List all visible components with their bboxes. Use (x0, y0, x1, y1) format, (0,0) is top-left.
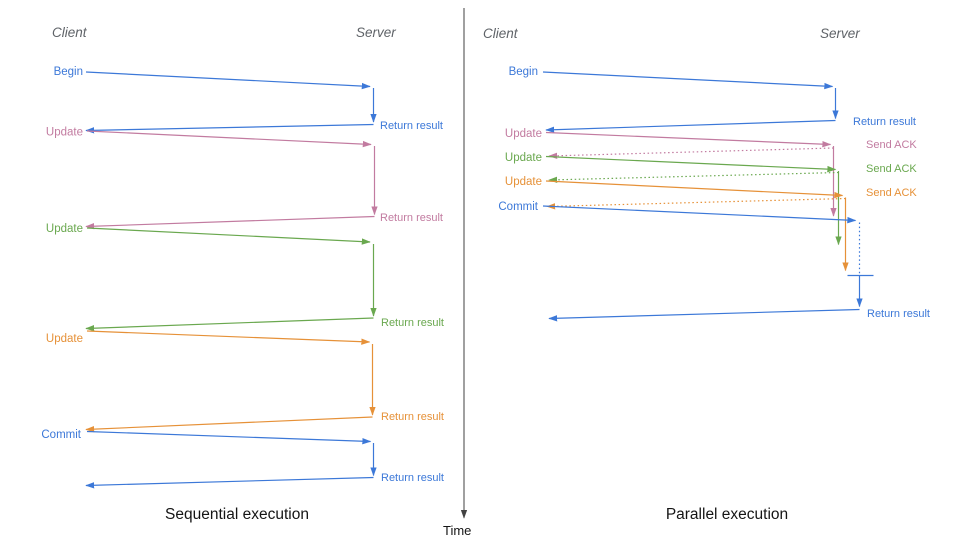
par-update3-label: Update (505, 176, 542, 188)
par-flow-commit: Commit Return result (498, 201, 930, 322)
par-update3-ack-label: Send ACK (866, 187, 917, 199)
sequential-panel: Client Server Begin Return result Update… (41, 25, 444, 523)
par-commit-request-line (542, 205, 857, 224)
par-update3-request-line (545, 180, 844, 199)
par-update1-ack-line (548, 147, 834, 159)
par-update2-ack-label: Send ACK (866, 163, 917, 175)
par-begin-return-line (545, 119, 836, 133)
seq-flow-begin: Begin Return result (54, 66, 443, 134)
seq-update3-return-line (85, 416, 373, 433)
par-flow-update-2: Update Send ACK (505, 152, 917, 246)
seq-update1-response-label: Return result (380, 212, 443, 224)
parallel-caption: Parallel execution (666, 506, 788, 523)
seq-flow-update-1: Update Return result (46, 127, 443, 230)
seq-update2-return-line (85, 317, 374, 332)
par-begin-request-line (542, 71, 834, 90)
par-commit-return-line (548, 308, 860, 322)
par-begin-label: Begin (509, 66, 538, 78)
par-server-label: Server (820, 26, 860, 41)
par-commit-response-label: Return result (867, 308, 930, 320)
time-axis-label: Time (443, 523, 471, 538)
par-update1-label: Update (505, 128, 542, 140)
seq-flow-commit: Commit Return result (41, 429, 444, 489)
time-axis: Time (443, 8, 471, 538)
seq-begin-return-line (85, 123, 374, 134)
seq-update2-request-line (86, 227, 371, 245)
par-client-label: Client (483, 26, 519, 41)
seq-update2-response-label: Return result (381, 317, 444, 329)
par-update2-request-line (545, 155, 837, 173)
par-flow-update-1: Update Send ACK (505, 128, 917, 217)
par-update2-label: Update (505, 152, 542, 164)
par-update2-ack-line (548, 171, 839, 183)
par-update1-request-line (545, 131, 832, 148)
seq-commit-request-line (86, 430, 372, 445)
seq-commit-return-line (85, 476, 374, 489)
seq-begin-response-label: Return result (380, 120, 443, 132)
seq-begin-label: Begin (54, 66, 83, 78)
seq-commit-label: Commit (41, 429, 81, 441)
par-commit-label: Commit (498, 201, 538, 213)
sequential-caption: Sequential execution (165, 506, 309, 523)
seq-server-label: Server (356, 25, 396, 40)
seq-flow-update-3: Update Return result (46, 330, 444, 433)
seq-update3-response-label: Return result (381, 411, 444, 423)
seq-client-label: Client (52, 25, 88, 40)
seq-update3-request-line (86, 330, 371, 345)
seq-update1-request-line (86, 130, 372, 148)
par-flow-begin: Begin Return result (509, 66, 916, 133)
seq-begin-request-line (85, 71, 371, 90)
seq-flow-update-2: Update Return result (46, 223, 444, 332)
seq-update1-label: Update (46, 127, 83, 139)
seq-update2-label: Update (46, 223, 83, 235)
par-begin-response-label: Return result (853, 116, 916, 128)
par-update1-ack-label: Send ACK (866, 139, 917, 151)
seq-commit-response-label: Return result (381, 472, 444, 484)
par-flow-update-3: Update Send ACK (505, 176, 917, 272)
parallel-panel: Client Server Begin Return result Update… (483, 26, 930, 523)
seq-update3-label: Update (46, 333, 83, 345)
par-update3-ack-line (546, 197, 846, 210)
seq-update1-return-line (85, 215, 375, 230)
